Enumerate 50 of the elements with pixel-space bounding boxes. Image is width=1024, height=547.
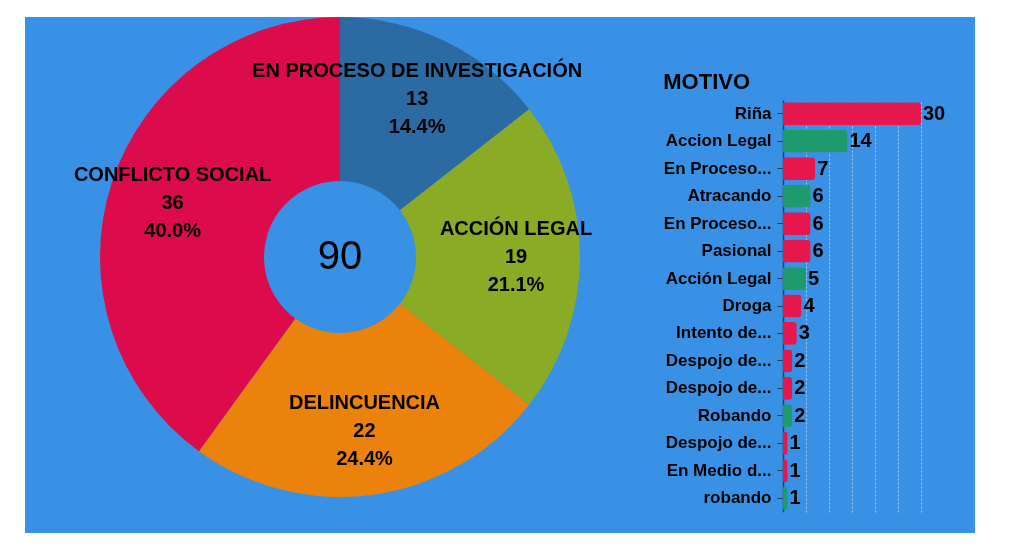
data-label: 1 — [789, 431, 801, 454]
data-label: 3 — [798, 321, 810, 344]
y-tick-label: Accion Legal — [665, 131, 772, 151]
slice-label: DELINCUENCIA — [288, 391, 441, 414]
donut-slice — [198, 303, 530, 497]
bar — [783, 157, 816, 181]
data-label: 6 — [812, 239, 824, 262]
data-label: 30 — [923, 101, 946, 124]
bar — [783, 349, 793, 373]
data-label: 7 — [817, 156, 829, 179]
y-tick-label: Riña — [734, 103, 773, 123]
y-tick-label: robando — [703, 488, 772, 508]
text: 90 — [317, 233, 363, 277]
data-label: 6 — [812, 211, 824, 234]
bar — [783, 239, 811, 263]
y-tick-label: Intento de... — [676, 323, 772, 343]
data-label: 4 — [803, 294, 816, 316]
y-tick-label: Despojo de... — [665, 350, 772, 370]
bar — [783, 102, 921, 126]
y-tick-label: En Medio d... — [666, 460, 772, 480]
bar — [783, 377, 793, 400]
y-tick-label: En Proceso... — [663, 213, 772, 233]
data-label: 2 — [794, 348, 806, 371]
bar — [783, 184, 811, 208]
data-label: 36 40.0% — [144, 190, 202, 241]
y-tick-label: Acción Legal — [665, 268, 772, 288]
data-label: 1 — [789, 486, 801, 509]
y-tick-label: Droga — [722, 296, 773, 315]
data-label: 22 24.4% — [336, 419, 394, 470]
data-label: 2 — [794, 376, 806, 399]
data-label: 19 21.1% — [487, 245, 545, 295]
chart-title: MOTIVO — [663, 69, 751, 94]
y-tick-label: Atracando — [687, 186, 772, 206]
data-label: 1 — [789, 458, 801, 481]
data-label: 2 — [794, 403, 806, 426]
data-label: 14 — [849, 129, 873, 152]
y-tick-label: Pasional — [701, 241, 772, 261]
bar — [783, 212, 811, 235]
y-tick-label: Despojo de... — [665, 378, 772, 398]
bar — [783, 294, 802, 318]
y-tick-label: En Proceso... — [663, 158, 772, 178]
y-tick-label: Despojo de... — [665, 433, 772, 453]
bar — [783, 322, 797, 345]
data-label: 13 14.4% — [388, 86, 446, 137]
bar — [783, 129, 848, 153]
y-tick-label: Robando — [697, 405, 772, 425]
bar — [783, 267, 806, 290]
bar — [783, 404, 793, 428]
data-label: 5 — [808, 266, 820, 289]
data-label: 6 — [812, 184, 824, 207]
